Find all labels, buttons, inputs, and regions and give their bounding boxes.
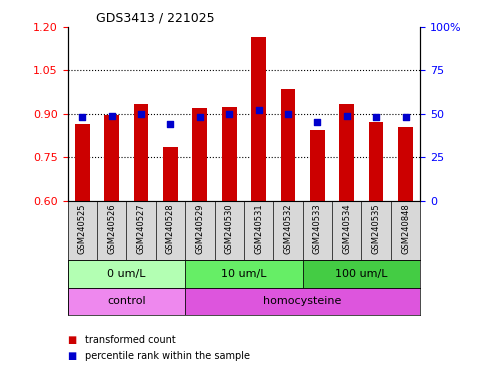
Bar — [68, 288, 185, 315]
Point — [402, 114, 410, 120]
Point — [137, 111, 145, 117]
Text: control: control — [107, 296, 146, 306]
Text: GSM240528: GSM240528 — [166, 204, 175, 254]
Bar — [104, 115, 119, 201]
Text: GDS3413 / 221025: GDS3413 / 221025 — [96, 11, 214, 24]
Text: transformed count: transformed count — [85, 335, 175, 345]
Bar — [310, 130, 325, 201]
Text: GSM240534: GSM240534 — [342, 204, 351, 254]
Text: percentile rank within the sample: percentile rank within the sample — [85, 351, 250, 361]
Text: GSM240527: GSM240527 — [137, 204, 145, 254]
Point — [196, 114, 204, 120]
Bar — [185, 260, 303, 288]
Point — [313, 119, 321, 126]
Text: 10 um/L: 10 um/L — [221, 269, 267, 279]
Text: GSM240535: GSM240535 — [371, 204, 381, 254]
Text: GSM240529: GSM240529 — [195, 204, 204, 254]
Point — [78, 114, 86, 120]
Text: GSM240532: GSM240532 — [284, 204, 293, 254]
Text: GSM240848: GSM240848 — [401, 204, 410, 255]
Text: GSM240531: GSM240531 — [254, 204, 263, 254]
Bar — [251, 37, 266, 201]
Bar — [369, 122, 384, 201]
Point — [372, 114, 380, 120]
Text: ■: ■ — [68, 351, 77, 361]
Text: 0 um/L: 0 um/L — [107, 269, 146, 279]
Point — [284, 111, 292, 117]
Bar — [75, 124, 90, 201]
Point — [255, 107, 262, 113]
Point — [343, 113, 351, 119]
Point — [226, 111, 233, 117]
Bar — [281, 89, 295, 201]
Text: GSM240530: GSM240530 — [225, 204, 234, 254]
Bar — [163, 147, 178, 201]
Bar — [340, 104, 354, 201]
Bar — [134, 104, 148, 201]
Text: homocysteine: homocysteine — [264, 296, 342, 306]
Text: 100 um/L: 100 um/L — [335, 269, 388, 279]
Bar — [222, 106, 237, 201]
Bar — [303, 260, 420, 288]
Text: GSM240533: GSM240533 — [313, 204, 322, 255]
Bar — [398, 127, 413, 201]
Bar — [68, 260, 185, 288]
Bar — [185, 288, 420, 315]
Bar — [193, 108, 207, 201]
Text: GSM240525: GSM240525 — [78, 204, 87, 254]
Point — [108, 113, 115, 119]
Point — [167, 121, 174, 127]
Text: ■: ■ — [68, 335, 77, 345]
Text: GSM240526: GSM240526 — [107, 204, 116, 254]
